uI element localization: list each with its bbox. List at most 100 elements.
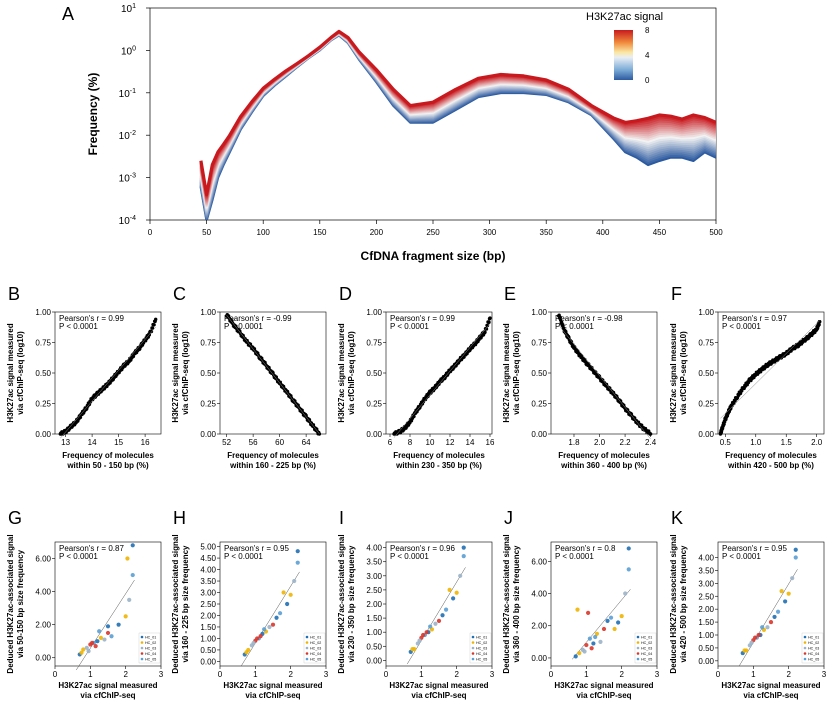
p-value-label: P < 0.0001 xyxy=(555,552,594,561)
data-point xyxy=(443,607,449,612)
legend-marker xyxy=(636,657,640,661)
panel-c: C 52 56 60 64 0.00 0.25 0.50 0.75 1.00 Pearson's r… xyxy=(171,284,327,470)
y-tick-label: 10-3 xyxy=(119,173,136,185)
x-axis-title: Frequency of molecules xyxy=(227,451,319,460)
x-axis-title: H3K27ac signal measured xyxy=(554,681,653,690)
data-point xyxy=(447,587,452,593)
data-point xyxy=(593,634,598,640)
x-tick-label: 16 xyxy=(141,438,150,447)
legend-marker xyxy=(471,646,475,650)
y-tick-label: 6.00 xyxy=(35,555,51,564)
p-value-label: P < 0.0001 xyxy=(224,552,263,561)
legend-box xyxy=(138,632,161,664)
y-tick-label: 2.00 xyxy=(531,622,547,631)
legend-entry: HC_04 xyxy=(476,652,487,656)
data-point xyxy=(790,576,795,581)
pearson-label: Pearson's r = 0.99 xyxy=(390,314,455,323)
signal-curve-line xyxy=(199,30,716,199)
data-point xyxy=(295,560,300,565)
legend-entry: HC_03 xyxy=(641,646,652,650)
legend-marker xyxy=(803,646,807,650)
data-point xyxy=(584,642,589,648)
data-point xyxy=(130,543,135,548)
legend-marker xyxy=(140,641,144,644)
x-axis-title: H3K27ac signal measured xyxy=(223,681,322,690)
y-tick-label: 3.50 xyxy=(366,558,382,567)
x-axis-title: Frequency of molecules xyxy=(393,451,485,460)
y-tick-label: 1.00 xyxy=(200,308,216,317)
legend-entry: HC_02 xyxy=(808,641,819,645)
x-tick-label: 0 xyxy=(53,670,58,679)
legend-marker xyxy=(140,635,144,639)
x-tick-label: 2 xyxy=(454,670,459,679)
y-tick-label: 1.00 xyxy=(366,628,382,637)
y-tick-label: 0.25 xyxy=(698,400,714,409)
data-point xyxy=(746,380,751,385)
y-tick-label: 1.00 xyxy=(698,308,714,317)
legend-marker xyxy=(471,641,475,644)
legend-marker xyxy=(305,646,309,650)
x-tick-label: 250 xyxy=(426,228,440,237)
x-axis-title: within 50 - 150 bp (%) xyxy=(66,461,149,470)
legend-entry: HC_02 xyxy=(641,641,652,645)
legend-entry: HC_05 xyxy=(476,657,487,661)
legend-entry: HC_04 xyxy=(145,652,156,656)
y-axis-title: H3K27ac signal measured xyxy=(669,323,678,422)
x-tick-label: 52 xyxy=(222,438,231,447)
pearson-label: Pearson's r = -0.99 xyxy=(224,314,292,323)
x-axis-title: CfDNA fragment size (bp) xyxy=(361,249,506,263)
x-axis-title: via cfChIP-seq xyxy=(245,691,300,700)
y-axis-title: Deduced H3K27ac-associated signal xyxy=(502,534,511,673)
y-tick-label: 1.00 xyxy=(531,308,547,317)
y-tick-label: 0.75 xyxy=(366,339,382,348)
legend-marker xyxy=(636,635,640,639)
data-point xyxy=(487,320,491,324)
panel-label: G xyxy=(8,508,22,528)
x-tick-label: 10 xyxy=(426,438,435,447)
x-axis-title: Frequency of molecules xyxy=(558,451,650,460)
signal-curves xyxy=(199,29,716,220)
legend-marker xyxy=(140,646,144,650)
legend-box xyxy=(634,632,657,664)
legend-marker xyxy=(803,635,807,639)
data-point xyxy=(626,546,631,551)
pearson-label: Pearson's r = 0.8 xyxy=(555,544,616,553)
panel-a: A 0 50 100 150 200 250 300 350 400 450 500 10-4 10-3 1… xyxy=(62,3,723,263)
signal-curve-line xyxy=(199,30,716,197)
x-tick-label: 450 xyxy=(653,228,667,237)
fit-line xyxy=(572,589,631,660)
data-point xyxy=(619,613,624,619)
y-tick-label: 0.50 xyxy=(35,369,51,378)
fit-line xyxy=(226,314,320,434)
data-point xyxy=(95,639,100,644)
y-tick-label: 2.50 xyxy=(698,592,714,601)
x-axis-title: within 420 - 500 bp (%) xyxy=(727,461,814,470)
legend-entry: HC_05 xyxy=(808,657,819,661)
x-axis-title: within 230 - 350 bp (%) xyxy=(395,461,482,470)
p-value-label: P < 0.0001 xyxy=(224,322,263,331)
data-point xyxy=(274,615,279,620)
data-point xyxy=(105,624,111,629)
data-point xyxy=(586,610,591,615)
y-tick-label: 0.25 xyxy=(531,400,547,409)
x-tick-label: 50 xyxy=(202,228,211,237)
x-tick-label: 1.5 xyxy=(781,438,793,447)
plot-frame xyxy=(550,541,658,667)
data-point xyxy=(768,619,774,625)
legend-marker xyxy=(471,652,475,655)
x-tick-label: 2.0 xyxy=(811,438,823,447)
x-tick-label: 0 xyxy=(716,670,721,679)
y-tick-label: 4.00 xyxy=(200,566,216,575)
y-tick-label: 10-1 xyxy=(119,88,136,100)
data-point xyxy=(424,630,429,635)
data-point xyxy=(150,326,155,330)
x-tick-label: 15 xyxy=(114,438,123,447)
y-tick-label: 0.50 xyxy=(531,369,547,378)
y-axis-title: via 230 - 350 bp size frequency xyxy=(347,545,356,662)
y-tick-label: 2.00 xyxy=(35,621,51,630)
legend-marker xyxy=(636,646,640,650)
y-axis-title: Deduced H3K27ac-associated signal xyxy=(6,534,15,673)
data-point xyxy=(288,592,293,597)
